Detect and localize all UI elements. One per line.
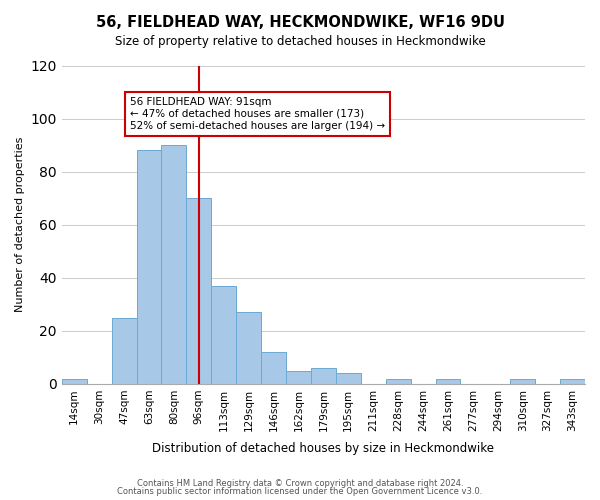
Bar xyxy=(112,318,137,384)
Text: 56, FIELDHEAD WAY, HECKMONDWIKE, WF16 9DU: 56, FIELDHEAD WAY, HECKMONDWIKE, WF16 9D… xyxy=(95,15,505,30)
Bar xyxy=(286,370,311,384)
Y-axis label: Number of detached properties: Number of detached properties xyxy=(15,137,25,312)
Bar xyxy=(261,352,286,384)
X-axis label: Distribution of detached houses by size in Heckmondwike: Distribution of detached houses by size … xyxy=(152,442,494,455)
Text: Contains public sector information licensed under the Open Government Licence v3: Contains public sector information licen… xyxy=(118,487,482,496)
Bar xyxy=(436,378,460,384)
Bar xyxy=(510,378,535,384)
Text: Contains HM Land Registry data © Crown copyright and database right 2024.: Contains HM Land Registry data © Crown c… xyxy=(137,478,463,488)
Bar xyxy=(187,198,211,384)
Bar xyxy=(62,378,87,384)
Bar xyxy=(236,312,261,384)
Bar xyxy=(161,145,187,384)
Bar xyxy=(560,378,585,384)
Bar xyxy=(211,286,236,384)
Bar xyxy=(336,374,361,384)
Text: Size of property relative to detached houses in Heckmondwike: Size of property relative to detached ho… xyxy=(115,35,485,48)
Bar xyxy=(386,378,410,384)
Text: 56 FIELDHEAD WAY: 91sqm
← 47% of detached houses are smaller (173)
52% of semi-d: 56 FIELDHEAD WAY: 91sqm ← 47% of detache… xyxy=(130,98,385,130)
Bar xyxy=(311,368,336,384)
Bar xyxy=(137,150,161,384)
